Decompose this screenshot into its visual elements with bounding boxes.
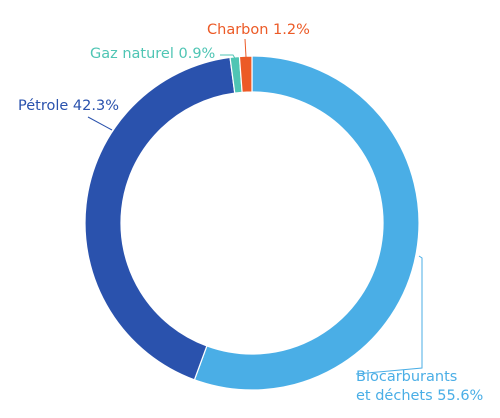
slices-group bbox=[85, 56, 419, 390]
leader-line-petrole bbox=[88, 117, 112, 130]
data-label-line: Gaz naturel 0.9% bbox=[90, 46, 215, 62]
data-label-biocarburants-et-dechets: Biocarburants et déchets 55.6% bbox=[356, 369, 483, 404]
data-label-line: Pétrole 42.3% bbox=[18, 98, 119, 114]
data-label-charbon: Charbon 1.2% bbox=[207, 22, 310, 38]
data-label-line: Biocarburants bbox=[356, 369, 457, 385]
slice-biocarburants-et-dechets bbox=[194, 56, 419, 390]
slice-charbon bbox=[239, 56, 252, 92]
data-label-line: et déchets 55.6% bbox=[356, 388, 483, 404]
data-label-petrole: Pétrole 42.3% bbox=[18, 98, 119, 114]
data-label-line: Charbon 1.2% bbox=[207, 22, 310, 38]
data-label-gaz-naturel: Gaz naturel 0.9% bbox=[90, 46, 215, 62]
leader-line-charbon bbox=[245, 39, 246, 57]
